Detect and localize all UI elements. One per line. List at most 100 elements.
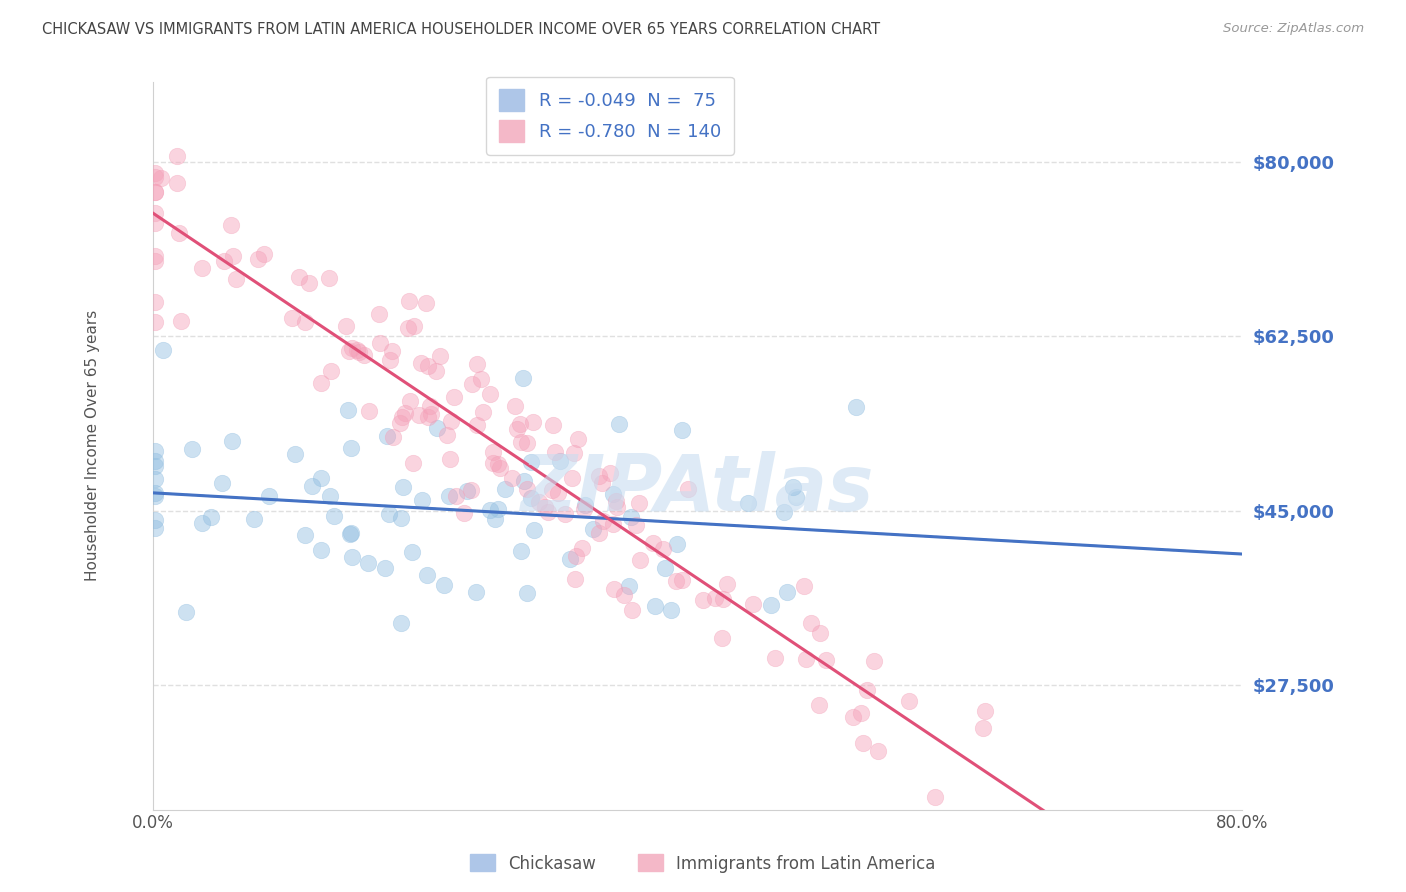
Point — [247, 252, 270, 266]
Point — [433, 578, 456, 592]
Point — [603, 582, 626, 596]
Point — [411, 493, 433, 508]
Point — [582, 522, 605, 536]
Point — [810, 626, 832, 640]
Point — [425, 421, 447, 435]
Point — [145, 206, 167, 220]
Point — [318, 270, 340, 285]
Point — [145, 472, 167, 486]
Point — [211, 476, 233, 491]
Point — [898, 693, 921, 707]
Point — [479, 387, 502, 401]
Text: Source: ZipAtlas.com: Source: ZipAtlas.com — [1223, 22, 1364, 36]
Point — [643, 536, 665, 550]
Point — [436, 428, 458, 442]
Point — [856, 682, 879, 697]
Point — [429, 349, 451, 363]
Point — [145, 489, 167, 503]
Point — [692, 593, 714, 607]
Point — [620, 509, 643, 524]
Point — [741, 597, 763, 611]
Point — [852, 736, 875, 750]
Point — [602, 487, 624, 501]
Point — [516, 436, 538, 450]
Point — [613, 588, 636, 602]
Point — [516, 585, 538, 599]
Point — [377, 507, 399, 521]
Point — [180, 442, 202, 456]
Point — [408, 408, 430, 422]
Point — [243, 512, 266, 526]
Point — [416, 359, 439, 374]
Point — [145, 294, 167, 309]
Point — [627, 496, 650, 510]
Point — [644, 599, 666, 613]
Point — [592, 514, 614, 528]
Point — [972, 721, 994, 735]
Point — [654, 561, 676, 575]
Text: ZIPAtlas: ZIPAtlas — [520, 451, 875, 527]
Point — [357, 556, 380, 570]
Point — [522, 415, 544, 429]
Point — [512, 371, 534, 385]
Point — [439, 489, 461, 503]
Point — [605, 494, 627, 508]
Point — [453, 506, 475, 520]
Point — [145, 521, 167, 535]
Point — [145, 454, 167, 468]
Point — [404, 318, 426, 333]
Point — [152, 343, 174, 357]
Legend: Chickasaw, Immigrants from Latin America: Chickasaw, Immigrants from Latin America — [464, 847, 942, 880]
Point — [380, 344, 402, 359]
Point — [974, 704, 997, 718]
Point — [392, 480, 415, 494]
Point — [564, 572, 586, 586]
Point — [294, 316, 316, 330]
Point — [402, 456, 425, 470]
Point — [478, 502, 501, 516]
Point — [665, 574, 688, 589]
Point — [510, 434, 533, 449]
Point — [523, 523, 546, 537]
Point — [851, 706, 873, 720]
Point — [574, 498, 596, 512]
Point — [486, 457, 509, 471]
Legend: R = -0.049  N =  75, R = -0.780  N = 140: R = -0.049 N = 75, R = -0.780 N = 140 — [486, 77, 734, 155]
Point — [444, 489, 467, 503]
Point — [322, 509, 344, 524]
Point — [516, 482, 538, 496]
Point — [337, 344, 360, 359]
Point — [841, 710, 863, 724]
Point — [420, 407, 443, 421]
Point — [374, 560, 396, 574]
Point — [503, 399, 526, 413]
Point — [398, 294, 420, 309]
Point — [547, 486, 569, 500]
Point — [465, 417, 488, 432]
Point — [389, 616, 412, 631]
Text: CHICKASAW VS IMMIGRANTS FROM LATIN AMERICA HOUSEHOLDER INCOME OVER 65 YEARS CORR: CHICKASAW VS IMMIGRANTS FROM LATIN AMERI… — [42, 22, 880, 37]
Point — [659, 603, 682, 617]
Point — [219, 218, 242, 232]
Point — [145, 186, 167, 200]
Point — [301, 479, 323, 493]
Point — [617, 579, 640, 593]
Point — [311, 542, 333, 557]
Point — [388, 417, 411, 431]
Point — [190, 516, 212, 530]
Point — [561, 471, 583, 485]
Point — [716, 577, 738, 591]
Point — [425, 364, 447, 378]
Point — [591, 475, 613, 490]
Point — [800, 616, 823, 631]
Point — [319, 490, 342, 504]
Point — [281, 311, 304, 326]
Point — [527, 495, 550, 509]
Point — [347, 345, 370, 359]
Point — [145, 253, 167, 268]
Point — [340, 550, 363, 565]
Point — [225, 272, 247, 286]
Point — [149, 171, 172, 186]
Point — [509, 417, 531, 431]
Point — [222, 249, 245, 263]
